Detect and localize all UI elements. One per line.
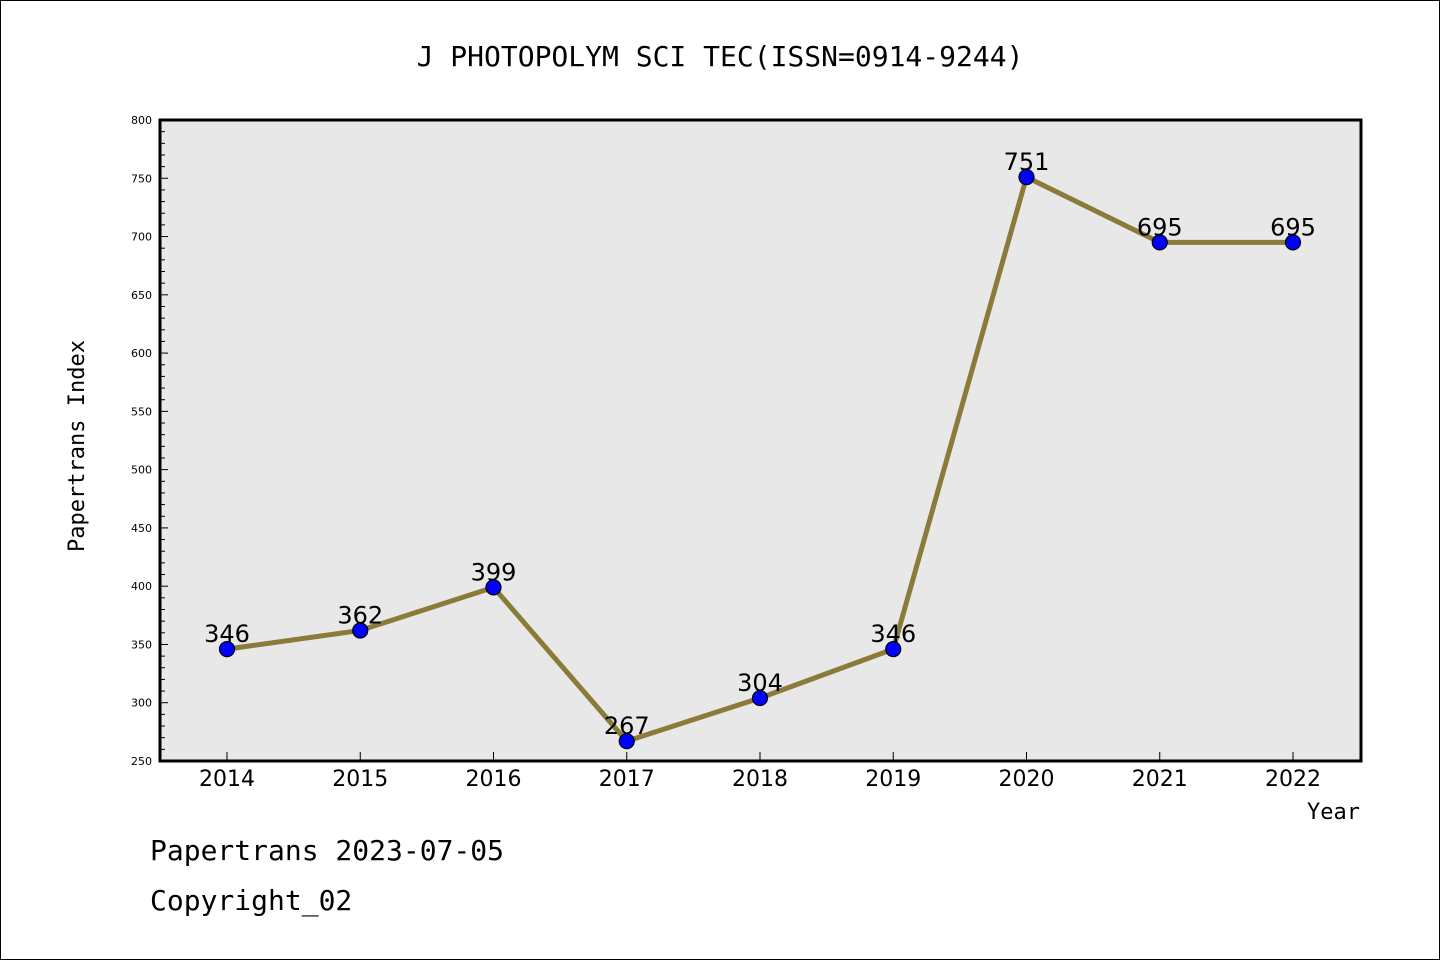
- chart-title: J PHOTOPOLYM SCI TEC(ISSN=0914-9244): [417, 40, 1024, 73]
- footer-copyright: Copyright_02: [150, 884, 353, 917]
- data-label: 267: [604, 712, 650, 740]
- x-tick-label: 2020: [999, 767, 1055, 792]
- y-tick-label: 300: [131, 697, 152, 710]
- series-layer: [218, 169, 1302, 750]
- data-label: 304: [737, 669, 783, 697]
- data-point: [218, 641, 236, 658]
- data-label: 751: [1004, 148, 1050, 176]
- y-tick-label: 400: [131, 580, 152, 593]
- x-tick-label: 2017: [599, 767, 655, 792]
- y-tick-label: 650: [131, 289, 152, 302]
- data-point: [885, 641, 902, 658]
- x-tick-label: 2014: [199, 767, 255, 792]
- y-tick-label: 250: [131, 755, 152, 768]
- y-tick-label: 800: [131, 114, 152, 127]
- data-point: [1151, 234, 1168, 251]
- data-point: [1284, 234, 1302, 251]
- y-tick-label: 750: [131, 172, 152, 185]
- data-point: [618, 733, 635, 750]
- footer-source: Papertrans 2023-07-05: [150, 834, 505, 867]
- y-axis: 250 300 350 400 450 500 550 600 650 700 750 800: [131, 114, 168, 768]
- data-label: 695: [1137, 213, 1183, 241]
- data-labels: 346 362 399 267 304 346 751 695 695: [204, 148, 1316, 740]
- x-tick-label: 2019: [865, 767, 921, 792]
- x-tick-label: 2018: [732, 767, 788, 792]
- y-tick-label: 600: [131, 347, 152, 360]
- data-label: 695: [1270, 213, 1316, 241]
- y-axis-label: Papertrans Index: [65, 340, 90, 552]
- x-tick-label: 2015: [332, 767, 388, 792]
- data-point: [751, 689, 769, 707]
- x-tick-label: 2021: [1132, 767, 1188, 792]
- data-label: 399: [471, 558, 517, 586]
- data-label: 346: [204, 620, 250, 648]
- y-tick-label: 350: [131, 638, 152, 651]
- y-tick-label: 550: [131, 405, 152, 418]
- x-tick-label: 2022: [1265, 767, 1321, 792]
- data-label: 346: [870, 620, 916, 648]
- y-tick-label: 700: [131, 231, 152, 244]
- data-label: 362: [337, 601, 383, 629]
- data-point: [1018, 169, 1035, 186]
- x-axis-label: Year: [1307, 800, 1360, 825]
- plot-area: [158, 118, 1363, 763]
- y-tick-label: 500: [131, 464, 152, 477]
- data-point: [485, 579, 502, 596]
- data-point: [352, 622, 369, 639]
- y-tick-label: 450: [131, 522, 152, 535]
- x-tick-label: 2016: [466, 767, 522, 792]
- x-axis: 2014 2015 2016 2017 2018 2019 2020 2021 2022: [199, 752, 1321, 792]
